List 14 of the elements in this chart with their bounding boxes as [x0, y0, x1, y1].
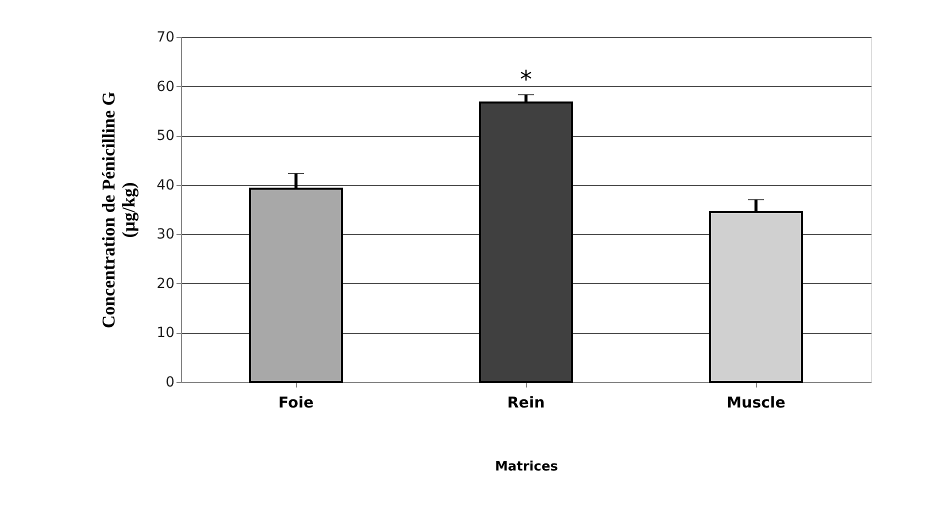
- x-tick-label: Muscle: [726, 394, 786, 412]
- y-tick-label: 60: [156, 78, 174, 95]
- annotation: *: [520, 66, 532, 94]
- y-tick-label: 10: [156, 325, 174, 342]
- x-tick-label: Foie: [278, 394, 314, 412]
- x-axis-title: Matrices: [494, 460, 558, 474]
- x-tick-label: Rein: [507, 394, 545, 412]
- y-axis-title: Concentration de Pénicilline G (µg/kg): [98, 92, 139, 328]
- y-tick-label: 50: [156, 128, 174, 144]
- y-tick-label: 0: [166, 374, 174, 390]
- y-tick-label: 30: [156, 226, 174, 243]
- y-tick-label: 20: [156, 276, 174, 292]
- y-tick-label: 40: [156, 177, 174, 194]
- y-tick-label: 70: [156, 30, 174, 46]
